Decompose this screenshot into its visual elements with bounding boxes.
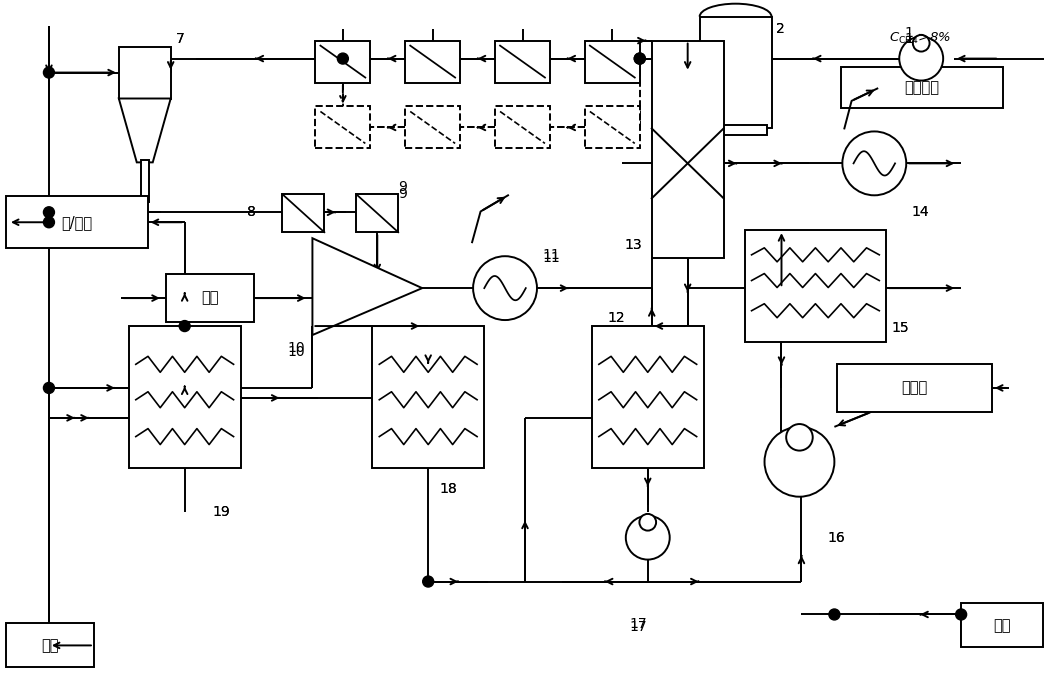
Bar (315, 106, 371, 148)
Circle shape (899, 36, 943, 80)
Circle shape (842, 132, 906, 195)
Bar (405, 106, 460, 148)
Text: 7: 7 (175, 32, 185, 46)
Circle shape (956, 609, 967, 620)
Text: 8: 8 (247, 205, 255, 219)
Text: 12: 12 (608, 311, 626, 325)
Text: 8: 8 (247, 205, 255, 219)
Text: 13: 13 (624, 238, 642, 252)
Text: 10: 10 (288, 345, 306, 359)
Text: 给水: 给水 (993, 618, 1011, 633)
Text: 19: 19 (212, 505, 230, 519)
Text: 冷/热水: 冷/热水 (61, 215, 92, 230)
Text: 11: 11 (542, 251, 560, 265)
Bar (356, 195, 398, 232)
Text: 18: 18 (439, 482, 457, 496)
Text: 17: 17 (629, 617, 647, 631)
Polygon shape (313, 238, 422, 335)
Bar (119, 47, 171, 99)
Bar (841, 66, 1003, 108)
Bar (6, 196, 148, 248)
Text: 14: 14 (911, 205, 929, 219)
Bar (373, 326, 484, 468)
Circle shape (634, 53, 646, 64)
Text: 17: 17 (629, 620, 647, 634)
Text: 16: 16 (827, 531, 845, 545)
Bar (405, 41, 460, 83)
Text: 11: 11 (542, 248, 560, 262)
Bar (129, 326, 240, 468)
Text: $C_{\rm CH4}$>8%: $C_{\rm CH4}$>8% (889, 31, 951, 46)
Text: 空气: 空气 (201, 290, 218, 306)
Circle shape (43, 206, 55, 218)
Circle shape (634, 53, 646, 64)
Bar (141, 160, 149, 202)
Text: 14: 14 (911, 205, 929, 219)
Text: 冷却水: 冷却水 (901, 380, 927, 395)
Text: 抽采瓦斯: 抽采瓦斯 (905, 80, 940, 95)
Text: 2: 2 (776, 22, 784, 36)
Circle shape (43, 67, 55, 78)
Circle shape (180, 321, 190, 332)
Text: 1: 1 (904, 32, 914, 46)
Circle shape (828, 609, 840, 620)
Bar (166, 274, 253, 322)
Bar (315, 41, 371, 83)
Text: 16: 16 (827, 531, 845, 545)
Bar (652, 41, 723, 258)
Circle shape (626, 516, 670, 559)
Bar (282, 195, 324, 232)
Text: 12: 12 (608, 311, 626, 325)
Circle shape (912, 35, 929, 52)
Bar (699, 17, 772, 128)
Bar (585, 41, 639, 83)
Text: 15: 15 (891, 321, 909, 335)
Text: 9: 9 (398, 188, 407, 202)
Text: 10: 10 (288, 341, 306, 355)
Bar (838, 364, 992, 412)
Circle shape (43, 382, 55, 393)
Circle shape (786, 424, 813, 451)
Circle shape (639, 514, 656, 531)
Text: 2: 2 (776, 22, 784, 36)
Circle shape (423, 576, 434, 587)
Text: 13: 13 (624, 238, 642, 252)
Bar (961, 603, 1043, 648)
Bar (585, 106, 639, 148)
Text: 1: 1 (904, 26, 914, 40)
Text: 15: 15 (891, 321, 909, 335)
Bar (6, 624, 93, 667)
Circle shape (337, 53, 349, 64)
Bar (495, 106, 550, 148)
Bar (592, 326, 704, 468)
Circle shape (43, 217, 55, 228)
Circle shape (764, 427, 835, 497)
Polygon shape (119, 99, 171, 162)
Text: 18: 18 (439, 482, 457, 496)
Bar (705, 125, 766, 135)
Circle shape (474, 256, 537, 320)
Text: 9: 9 (398, 181, 407, 195)
Bar (744, 230, 886, 342)
Text: 7: 7 (175, 32, 185, 46)
Text: 烟气: 烟气 (41, 638, 59, 653)
Bar (495, 41, 550, 83)
Text: 19: 19 (212, 505, 230, 519)
